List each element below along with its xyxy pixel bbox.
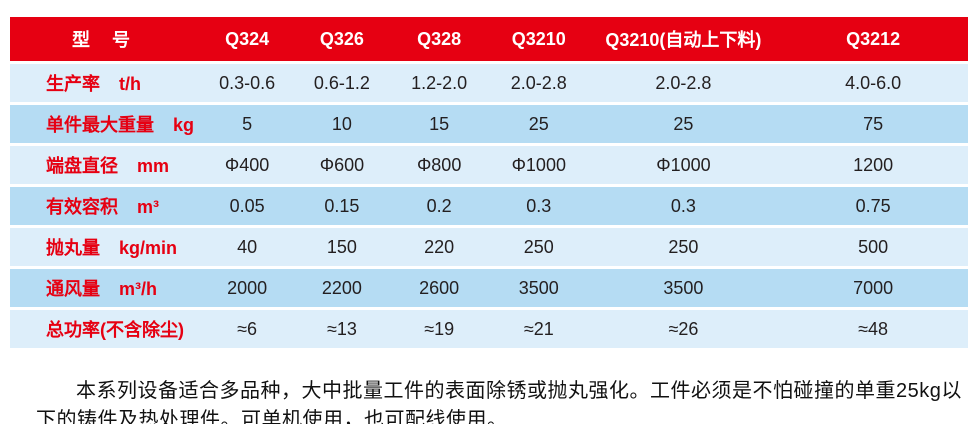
cell-value: 0.3-0.6 (199, 64, 295, 102)
row-label: 总功率(不含除尘) (46, 320, 184, 340)
cell-value: 75 (778, 105, 968, 143)
table-row-max-piece-weight: 单件最大重量 kg 5 10 15 25 25 75 (10, 105, 968, 143)
cell-value: 5 (199, 105, 295, 143)
cell-value: 500 (778, 228, 968, 266)
row-label: 端盘直径 (46, 156, 118, 176)
series-description: 本系列设备适合多品种，大中批量工件的表面除锈或抛丸强化。工件必须是不怕碰撞的单重… (36, 380, 962, 424)
row-unit: mm (137, 156, 170, 176)
header-col-q3210: Q3210 (488, 17, 589, 61)
row-label: 有效容积 (46, 197, 118, 217)
cell-value: Φ800 (389, 146, 489, 184)
row-label: 抛丸量 (46, 238, 100, 258)
cell-value: 250 (588, 228, 779, 266)
cell-value: 1.2-2.0 (389, 64, 489, 102)
cell-value: 2600 (389, 269, 489, 307)
cell-value: 2.0-2.8 (588, 64, 779, 102)
cell-value: Φ400 (199, 146, 295, 184)
spec-table: 型 号 Q324 Q326 Q328 Q3210 Q3210(自动上下料) Q3… (10, 14, 968, 351)
table-row-disc-diameter: 端盘直径 mm Φ400 Φ600 Φ800 Φ1000 Φ1000 1200 (10, 146, 968, 184)
cell-value: 25 (488, 105, 589, 143)
header-col-q3212: Q3212 (778, 17, 968, 61)
header-col-q328: Q328 (389, 17, 489, 61)
cell-value: 0.3 (488, 187, 589, 225)
cell-value: 3500 (588, 269, 779, 307)
cell-value: ≈21 (488, 310, 589, 348)
cell-value: ≈13 (294, 310, 390, 348)
cell-value: 0.05 (199, 187, 295, 225)
row-unit: m³/h (119, 279, 158, 299)
table-row-production-rate: 生产率 t/h 0.3-0.6 0.6-1.2 1.2-2.0 2.0-2.8 … (10, 64, 968, 102)
cell-value: ≈19 (389, 310, 489, 348)
cell-value: 0.2 (389, 187, 489, 225)
row-label: 单件最大重量 (46, 115, 154, 135)
row-label: 通风量 (46, 279, 100, 299)
cell-value: 0.15 (294, 187, 390, 225)
cell-value: 2200 (294, 269, 390, 307)
table-row-shot-flow: 抛丸量 kg/min 40 150 220 250 250 500 (10, 228, 968, 266)
cell-value: 250 (488, 228, 589, 266)
cell-value: 4.0-6.0 (778, 64, 968, 102)
cell-value: ≈48 (778, 310, 968, 348)
cell-value: ≈6 (199, 310, 295, 348)
header-col-q326: Q326 (294, 17, 390, 61)
cell-value: Φ1000 (588, 146, 779, 184)
cell-value: 1200 (778, 146, 968, 184)
cell-value: 10 (294, 105, 390, 143)
row-label: 生产率 (46, 74, 100, 94)
cell-value: 0.75 (778, 187, 968, 225)
table-row-effective-volume: 有效容积 m³ 0.05 0.15 0.2 0.3 0.3 0.75 (10, 187, 968, 225)
row-unit: kg/min (119, 238, 178, 258)
cell-value: 25 (588, 105, 779, 143)
cell-value: 0.6-1.2 (294, 64, 390, 102)
cell-value: 2.0-2.8 (488, 64, 589, 102)
header-row: 型 号 Q324 Q326 Q328 Q3210 Q3210(自动上下料) Q3… (10, 17, 968, 61)
row-unit: m³ (137, 197, 160, 217)
cell-value: 15 (389, 105, 489, 143)
cell-value: Φ1000 (488, 146, 589, 184)
cell-value: 40 (199, 228, 295, 266)
cell-value: 7000 (778, 269, 968, 307)
cell-value: 220 (389, 228, 489, 266)
cell-value: 2000 (199, 269, 295, 307)
cell-value: 3500 (488, 269, 589, 307)
cell-value: ≈26 (588, 310, 779, 348)
header-col-q324: Q324 (199, 17, 295, 61)
header-col-q3210-auto: Q3210(自动上下料) (588, 17, 779, 61)
table-row-total-power: 总功率(不含除尘) ≈6 ≈13 ≈19 ≈21 ≈26 ≈48 (10, 310, 968, 348)
row-unit: t/h (119, 74, 142, 94)
cell-value: 0.3 (588, 187, 779, 225)
header-model-label: 型 号 (10, 17, 200, 61)
row-unit: kg (173, 115, 195, 135)
table-row-ventilation: 通风量 m³/h 2000 2200 2600 3500 3500 7000 (10, 269, 968, 307)
cell-value: Φ600 (294, 146, 390, 184)
cell-value: 150 (294, 228, 390, 266)
